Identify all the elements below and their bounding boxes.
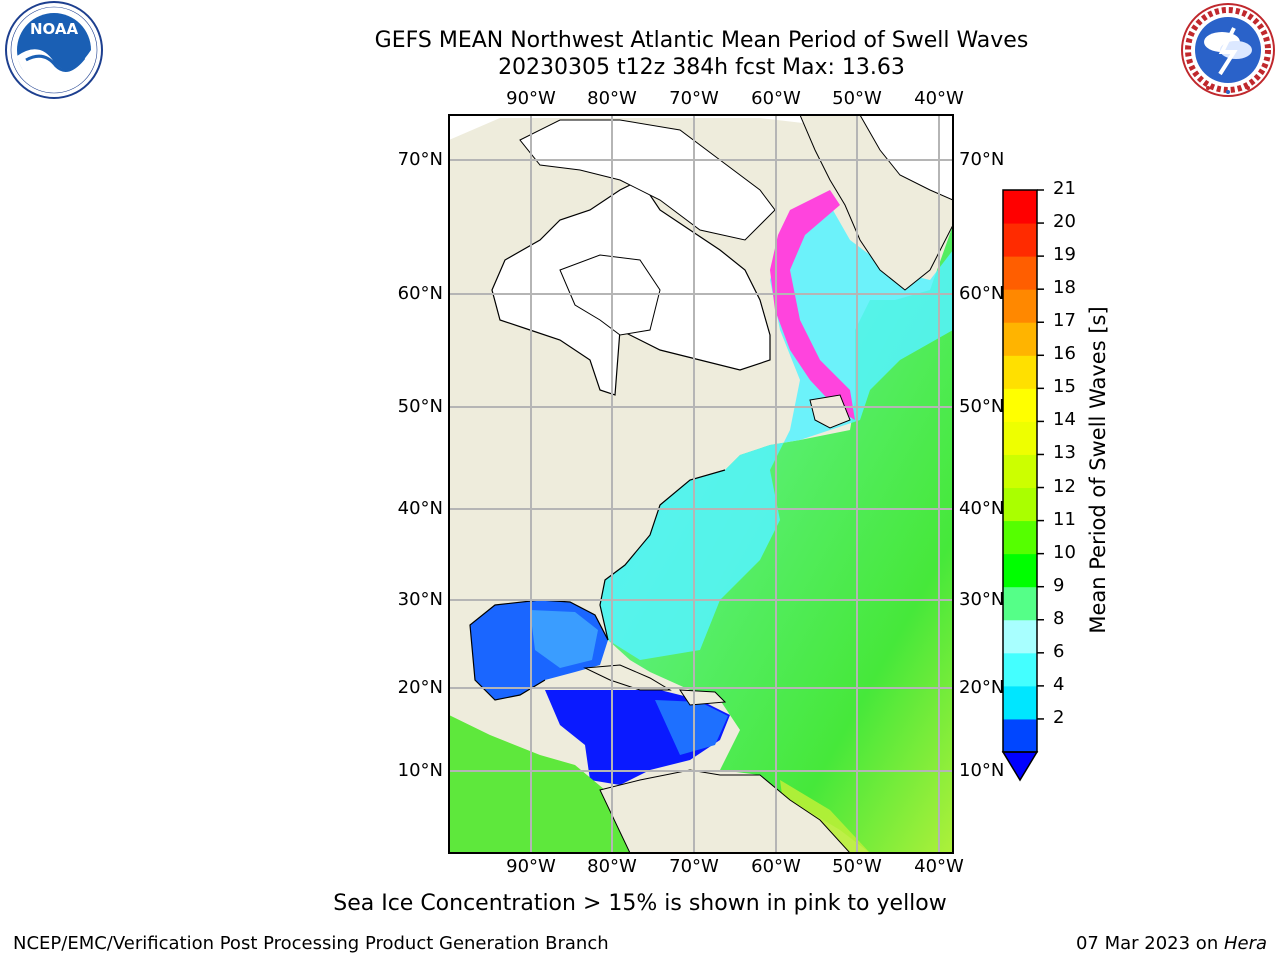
chart-title: GEFS MEAN Northwest Atlantic Mean Period… xyxy=(374,28,1029,53)
colorbar-tick-label: 9 xyxy=(1053,574,1065,596)
cuba xyxy=(583,664,672,691)
lon-label-bottom-90w: 90°W xyxy=(506,856,556,877)
colorbar-tick-label: 11 xyxy=(1053,508,1076,530)
colorbar-tick-label: 14 xyxy=(1053,409,1076,431)
colorbar-tick-label: 13 xyxy=(1053,442,1076,464)
colorbar-tick-label: 8 xyxy=(1053,607,1065,629)
lat-label-left-60n: 60°N xyxy=(397,283,443,304)
sea-ice-caption: Sea Ice Concentration > 15% is shown in … xyxy=(333,891,947,916)
svg-text:NOAA: NOAA xyxy=(30,20,79,38)
producer-credit: NCEP/EMC/Verification Post Processing Pr… xyxy=(13,933,609,954)
noaa-logo: NOAA xyxy=(5,1,103,99)
lon-label-top-70w: 70°W xyxy=(669,88,719,109)
lon-label-top-40w: 40°W xyxy=(914,88,964,109)
colorbar-segment xyxy=(1003,652,1037,687)
nws-logo xyxy=(1181,3,1275,97)
lat-label-right-20n: 20°N xyxy=(959,677,1005,698)
colorbar-tick-label: 12 xyxy=(1053,475,1076,497)
colorbar-segment xyxy=(1003,355,1037,389)
lon-label-bottom-50w: 50°W xyxy=(832,856,882,877)
arctic-top xyxy=(449,115,953,200)
colorbar-tick-label: 6 xyxy=(1053,640,1065,662)
lat-label-right-10n: 10°N xyxy=(959,760,1005,781)
lat-label-right-60n: 60°N xyxy=(959,283,1005,304)
sea-ice xyxy=(770,190,855,420)
newfoundland xyxy=(809,394,851,429)
lat-label-left-30n: 30°N xyxy=(397,589,443,610)
colorbar-segment xyxy=(1003,487,1037,522)
colorbar-segment xyxy=(1003,520,1037,555)
colorbar-segment xyxy=(1003,685,1037,720)
gulf-of-mexico-inner xyxy=(530,610,598,668)
colorbar-segment xyxy=(1003,256,1037,290)
lat-label-left-20n: 20°N xyxy=(397,677,443,698)
lon-label-top-80w: 80°W xyxy=(587,88,637,109)
lon-label-top-90w: 90°W xyxy=(506,88,556,109)
baffin-region xyxy=(519,119,776,241)
colorbar-segment xyxy=(1003,619,1037,654)
colorbar-tick-label: 18 xyxy=(1053,277,1076,299)
colorbar-segment xyxy=(1003,553,1037,588)
colorbar-tick-label: 21 xyxy=(1053,178,1076,199)
lat-label-right-30n: 30°N xyxy=(959,589,1005,610)
host-name: Hera xyxy=(1223,933,1267,954)
hispaniola xyxy=(679,689,727,706)
lon-label-bottom-60w: 60°W xyxy=(751,856,801,877)
gulf-coast xyxy=(469,599,609,701)
lon-label-top-60w: 60°W xyxy=(751,88,801,109)
colorbar-tick-label: 2 xyxy=(1053,706,1065,728)
colorbar-title: Mean Period of Swell Waves [s] xyxy=(1086,306,1110,634)
lat-label-left-40n: 40°N xyxy=(397,498,443,519)
caribbean-east xyxy=(655,700,728,755)
colorbar-tick-label: 16 xyxy=(1053,343,1076,365)
lon-label-bottom-80w: 80°W xyxy=(587,856,637,877)
colorbar-segment xyxy=(1003,586,1037,621)
lat-label-right-50n: 50°N xyxy=(959,396,1005,417)
colorbar-tick-label: 19 xyxy=(1053,244,1076,266)
colorbar-tick-label: 4 xyxy=(1053,673,1065,695)
generation-date-text: 07 Mar 2023 on xyxy=(1075,933,1224,954)
lat-label-left-50n: 50°N xyxy=(397,396,443,417)
graticule xyxy=(449,115,953,853)
lat-label-right-40n: 40°N xyxy=(959,498,1005,519)
lat-label-left-10n: 10°N xyxy=(397,760,443,781)
generation-date: 07 Mar 2023 on Hera xyxy=(1076,933,1267,954)
colorbar-extend-arrow xyxy=(1001,751,1039,782)
colorbar-segment xyxy=(1003,289,1037,323)
lon-label-top-50w: 50°W xyxy=(832,88,882,109)
colorbar-segment xyxy=(1003,190,1037,224)
lat-label-right-70n: 70°N xyxy=(959,149,1005,170)
lon-label-bottom-70w: 70°W xyxy=(669,856,719,877)
colorbar-tick-label: 15 xyxy=(1053,376,1076,398)
chart-subtitle: 20230305 t12z 384h fcst Max: 13.63 xyxy=(498,55,905,80)
lon-label-bottom-40w: 40°W xyxy=(914,856,964,877)
colorbar-segment xyxy=(1003,421,1037,455)
colorbar-tick-label: 17 xyxy=(1053,310,1076,332)
colorbar-tick-label: 10 xyxy=(1053,541,1076,563)
lat-label-left-70n: 70°N xyxy=(397,149,443,170)
colorbar-tick-label: 20 xyxy=(1053,211,1076,233)
colorbar-frame xyxy=(1002,189,1038,753)
greenland xyxy=(799,115,953,291)
colorbar-segment xyxy=(1003,322,1037,356)
colorbar-segment xyxy=(1003,223,1037,257)
colorbar-segment xyxy=(1003,388,1037,422)
colorbar-segment xyxy=(1003,718,1037,753)
shelf-waters xyxy=(600,205,953,660)
map-frame xyxy=(448,114,954,854)
colorbar-segment xyxy=(1003,454,1037,489)
eastern-pacific xyxy=(449,715,640,853)
